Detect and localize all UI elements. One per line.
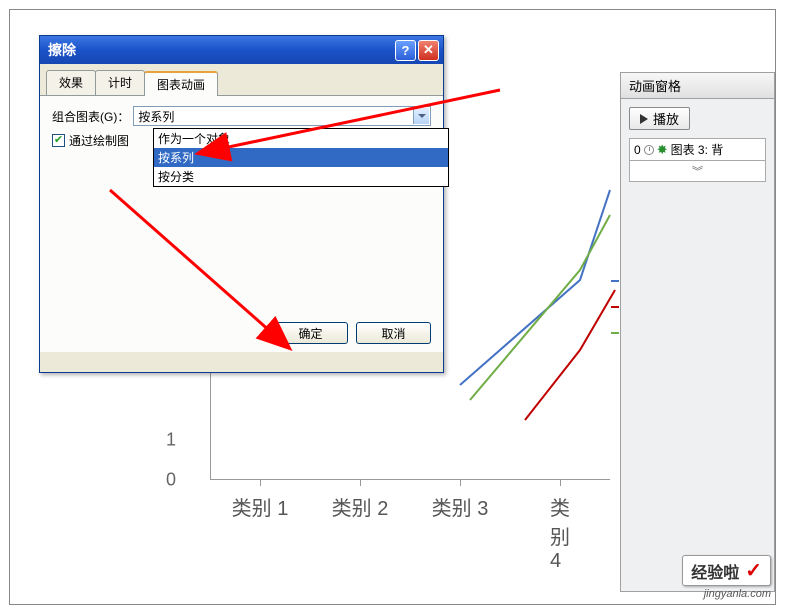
tab-row: 效果 计时 图表动画 [40,64,443,96]
group-chart-label: 组合图表(G)： [52,108,129,125]
expand-chevron-icon[interactable]: ︾ [629,161,766,182]
watermark: 经验啦 ✓ jingyanla.com [682,555,771,600]
group-chart-combo[interactable]: 按系列 [133,106,431,126]
tab-effect[interactable]: 效果 [46,70,96,95]
checkbox-label: 通过绘制图 [69,132,129,149]
ok-button[interactable]: 确定 [273,322,348,344]
dropdown-option-0[interactable]: 作为一个对象 [154,129,448,148]
draw-checkbox[interactable]: ✔ [52,134,65,147]
x-axis-label: 类别 1 [232,492,289,521]
tab-chart-animation[interactable]: 图表动画 [144,71,218,96]
check-icon: ✓ [745,558,762,583]
cancel-button[interactable]: 取消 [356,322,431,344]
dropdown-option-2[interactable]: 按分类 [154,167,448,186]
dropdown-arrow-icon[interactable] [413,108,429,124]
watermark-url: jingyanla.com [682,588,771,600]
dropdown-list: 作为一个对象 按系列 按分类 [153,128,449,187]
watermark-text: 经验啦 [691,559,739,583]
x-axis-label: 类别 4 [550,492,570,573]
y-axis-label: 0 [166,470,176,491]
animation-pane-title: 动画窗格 [621,73,774,99]
close-button[interactable]: ✕ [418,40,439,61]
clock-icon [644,145,654,155]
play-label: 播放 [653,109,679,128]
tab-content: 组合图表(G)： 按系列 ✔ 通过绘制图 作为一个对象 按系列 按分类 确定 取… [40,96,443,352]
legend-chips [611,280,619,358]
y-axis-label: 1 [166,430,176,451]
dialog-titlebar[interactable]: 擦除 ? ✕ [40,36,443,64]
tab-timing[interactable]: 计时 [95,70,145,95]
x-axis-label: 类别 2 [332,492,389,521]
combo-value: 按系列 [138,108,174,125]
dropdown-option-1[interactable]: 按系列 [154,148,448,167]
effect-icon: ✸ [657,142,668,158]
help-button[interactable]: ? [395,40,416,61]
item-text: 图表 3: 背 [671,141,724,158]
play-button[interactable]: 播放 [629,107,690,130]
item-index: 0 [634,143,641,157]
dialog-title: 擦除 [48,40,76,60]
animation-item[interactable]: 0 ✸ 图表 3: 背 [629,138,766,161]
animation-pane: 动画窗格 播放 0 ✸ 图表 3: 背 ︾ [620,72,775,592]
play-icon [640,114,648,124]
x-axis-label: 类别 3 [432,492,489,521]
erase-dialog: 擦除 ? ✕ 效果 计时 图表动画 组合图表(G)： 按系列 ✔ 通过绘制图 作… [39,35,444,373]
